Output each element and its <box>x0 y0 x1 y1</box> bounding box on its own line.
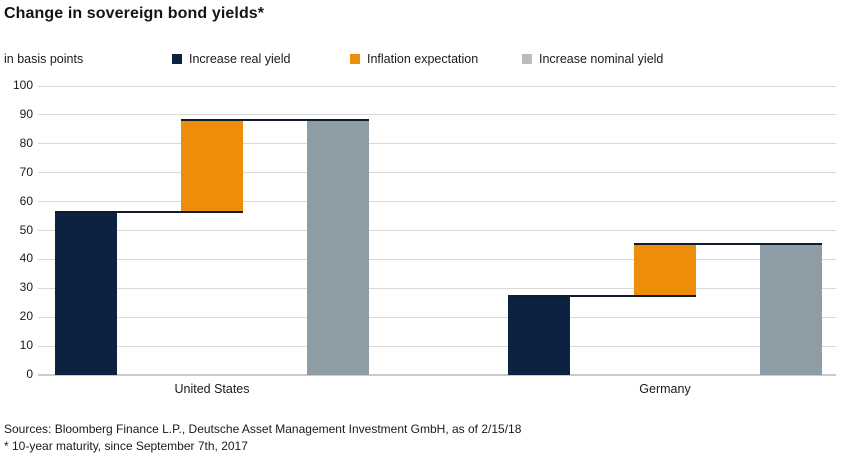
x-axis-category-label: Germany <box>639 382 691 396</box>
y-axis-tick-label: 60 <box>19 193 33 208</box>
legend-label-nominal-yield: Increase nominal yield <box>539 52 664 66</box>
connector-line <box>55 211 243 214</box>
gridline <box>38 201 836 203</box>
y-axis-unit-label: in basis points <box>4 52 84 66</box>
y-axis-tick-label: 70 <box>19 164 33 179</box>
bar-united-states-increase-nominal-yield <box>307 120 369 375</box>
gridline <box>38 374 836 376</box>
gridline <box>38 316 836 318</box>
legend-label-real-yield: Increase real yield <box>189 52 291 66</box>
source-note: Sources: Bloomberg Finance L.P., Deutsch… <box>4 422 522 436</box>
legend-swatch-nominal-yield <box>522 54 532 64</box>
bar-germany-increase-real-yield <box>508 296 570 375</box>
bar-germany-increase-nominal-yield <box>760 244 822 375</box>
gridline <box>38 85 836 87</box>
footnote: * 10-year maturity, since September 7th,… <box>4 439 248 453</box>
gridline <box>38 287 836 289</box>
legend-item-nominal-yield: Increase nominal yield <box>522 52 663 66</box>
gridline <box>38 114 836 116</box>
x-axis-category-label: United States <box>174 382 250 396</box>
y-axis-tick-label: 40 <box>19 251 33 266</box>
y-axis-tick-label: 50 <box>19 222 33 237</box>
legend-swatch-real-yield <box>172 54 182 64</box>
chart-footer: Sources: Bloomberg Finance L.P., Deutsch… <box>4 421 521 455</box>
y-axis-tick-label: 0 <box>26 367 33 381</box>
gridline <box>38 258 836 260</box>
connector-line <box>508 294 696 297</box>
legend-swatch-inflation-expectation <box>350 54 360 64</box>
y-axis-tick-label: 10 <box>19 338 33 353</box>
gridline <box>38 345 836 347</box>
chart-title: Change in sovereign bond yields* <box>4 5 265 22</box>
bar-united-states-inflation-expectation <box>181 120 243 214</box>
y-axis-tick-label: 100 <box>12 78 33 92</box>
bar-united-states-increase-real-yield <box>55 213 117 375</box>
gridline <box>38 143 836 145</box>
y-axis-tick-label: 30 <box>19 280 33 295</box>
gridline <box>38 172 836 174</box>
y-axis-tick-label: 20 <box>19 309 33 324</box>
y-axis-tick-label: 80 <box>19 135 33 150</box>
y-axis-tick-label: 90 <box>19 106 33 121</box>
bar-germany-inflation-expectation <box>634 244 696 297</box>
legend-label-inflation-expectation: Inflation expectation <box>367 52 479 66</box>
legend-item-real-yield: Increase real yield <box>172 52 290 66</box>
legend-item-inflation-expectation: Inflation expectation <box>350 52 478 66</box>
connector-line <box>634 242 822 245</box>
connector-line <box>181 118 369 121</box>
gridline <box>38 230 836 231</box>
